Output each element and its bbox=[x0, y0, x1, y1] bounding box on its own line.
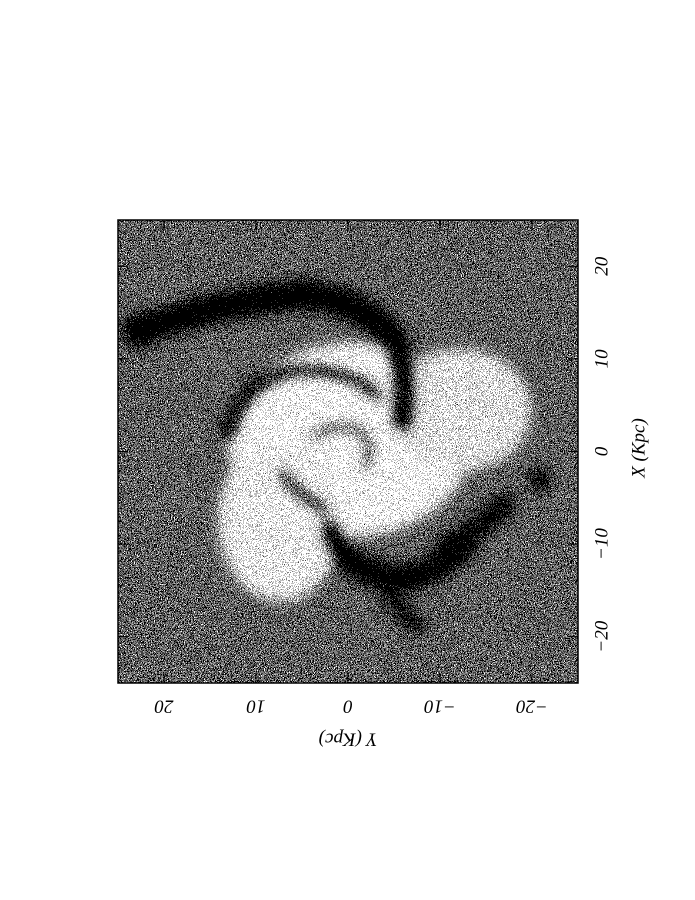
x-axis-title: X (Kpc) bbox=[628, 418, 649, 479]
density-map bbox=[118, 220, 578, 683]
y-tick-label: 10 bbox=[246, 696, 266, 717]
x-tick-label: 10 bbox=[591, 349, 612, 369]
x-tick-label: 20 bbox=[591, 256, 612, 276]
y-tick-label: 20 bbox=[154, 696, 174, 717]
y-tick-label: 0 bbox=[343, 696, 353, 717]
y-axis-title: Y (Kpc) bbox=[319, 729, 378, 750]
y-tick-label: −20 bbox=[516, 696, 548, 717]
x-tick-label: −10 bbox=[591, 528, 612, 560]
y-tick-label: −10 bbox=[424, 696, 456, 717]
x-tick-label: 0 bbox=[591, 446, 612, 456]
x-tick-label: −20 bbox=[591, 620, 612, 652]
